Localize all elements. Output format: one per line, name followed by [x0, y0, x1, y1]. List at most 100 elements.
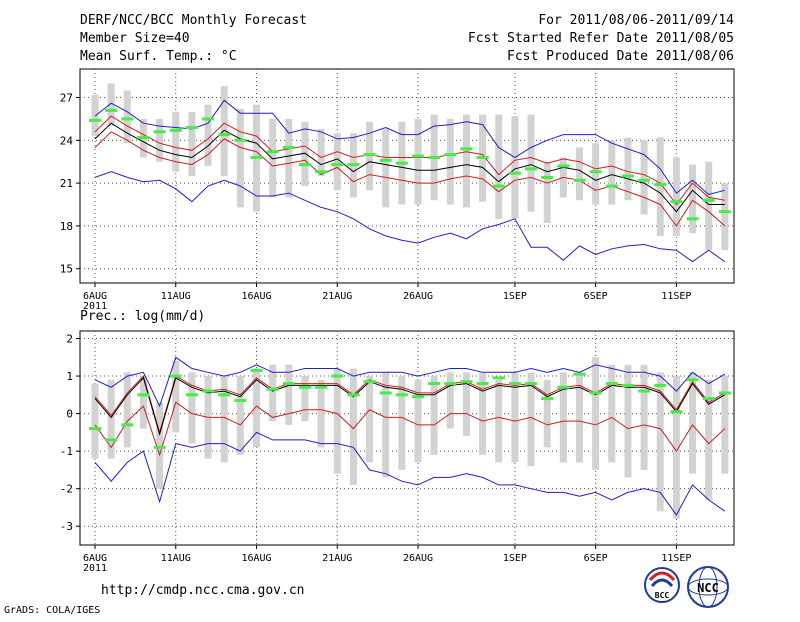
prec-spread-bar — [91, 383, 99, 459]
temp-ytick-label: 21 — [60, 177, 73, 190]
temp-ytick-label: 24 — [60, 134, 74, 147]
temp-observed-marker — [686, 217, 699, 221]
prec-xtick-label: 11SEP — [661, 553, 691, 564]
prec-observed-marker — [347, 393, 360, 397]
temp-spread-bar — [382, 128, 390, 208]
temp-observed-marker — [363, 153, 376, 157]
prec-spread-bar — [253, 368, 260, 448]
prec-spread-bar — [366, 376, 374, 463]
temp-observed-marker — [670, 200, 683, 204]
prec-observed-marker — [621, 383, 634, 387]
temp-observed-marker — [428, 155, 441, 159]
prec-ytick-label: -1 — [60, 445, 73, 458]
prec-spread-bar — [608, 364, 616, 463]
temp-spread-bar — [414, 118, 422, 205]
temp-observed-marker — [379, 158, 392, 162]
temp-observed-marker — [702, 198, 715, 202]
temp-envelope-max-line — [94, 99, 725, 196]
prec-spread-bar — [462, 372, 470, 437]
prec-ytick-label: -2 — [60, 483, 73, 496]
temp-observed-marker — [185, 125, 198, 129]
temp-spread-bar — [656, 137, 664, 236]
prec-observed-marker — [282, 382, 295, 386]
temp-plot-frame — [79, 68, 735, 284]
temp-spread-bar — [188, 111, 196, 176]
prec-spread-bar — [672, 376, 680, 519]
temp-envelope-min-line — [94, 171, 726, 263]
temp-observed-marker — [137, 135, 150, 139]
prec-spread-bar — [172, 361, 180, 433]
temp-spread-bar — [204, 104, 212, 167]
prec-spread-bar — [188, 372, 196, 444]
temp-observed-marker — [282, 145, 295, 149]
temp-spread-bar — [511, 116, 519, 219]
temp-spread-bar — [220, 86, 228, 176]
prec-xtick-label: 1SEP — [503, 553, 527, 564]
temp-spread-bar — [495, 114, 503, 219]
temp-observed-marker — [105, 108, 118, 112]
source-url: http://cmdp.ncc.cma.gov.cn — [101, 583, 305, 598]
prec-spread-bar — [689, 372, 697, 474]
temp-upper-line — [94, 115, 725, 206]
temp-spread-bar — [689, 164, 697, 234]
prec-observed-marker — [153, 445, 166, 449]
prec-observed-marker — [557, 385, 570, 389]
temp-observed-marker — [218, 133, 231, 137]
variable-label: Mean Surf. Temp.: °C — [80, 49, 237, 64]
temp-observed-marker — [589, 170, 602, 174]
temp-spread-bar — [592, 143, 600, 205]
prec-spread-bar — [285, 364, 293, 425]
temp-spread-bar — [640, 140, 648, 215]
prec-observed-marker — [298, 385, 311, 389]
temp-observed-marker — [395, 161, 408, 165]
temp-spread-bar — [543, 161, 551, 224]
temp-spread-bar — [91, 94, 99, 137]
temp-lower-line — [94, 131, 726, 227]
temp-observed-marker — [298, 163, 311, 167]
figure-title: DERF/NCC/BCC Monthly Forecast — [80, 13, 307, 28]
prec-xtick-label: 21AUG — [322, 553, 352, 564]
temp-spread-bar — [317, 128, 325, 176]
fcst-produced-date: Fcst Produced Date 2011/08/06 — [507, 49, 734, 64]
temp-observed-marker — [153, 130, 166, 134]
prec-upper-line — [94, 375, 726, 435]
temp-ytick-label: 27 — [60, 92, 73, 105]
prec-spread-bar — [721, 376, 729, 474]
prec-spread-bar — [527, 372, 535, 467]
prec-spread-bar — [430, 376, 438, 455]
temp-spread-bar — [527, 114, 535, 212]
temp-observed-marker — [718, 210, 731, 214]
grads-credit: GrADS: COLA/IGES — [4, 605, 100, 616]
temp-spread-bar — [156, 118, 164, 162]
prec-spread-bar — [414, 379, 422, 463]
temp-observed-marker — [476, 155, 489, 159]
temp-xtick-label: 1SEP — [503, 291, 527, 302]
prec-observed-marker — [605, 382, 618, 386]
member-size-label: Member Size=40 — [80, 31, 190, 46]
prec-xtick-label: 16AUG — [241, 553, 271, 564]
prec-observed-marker — [266, 387, 279, 391]
prec-observed-marker — [137, 393, 150, 397]
prec-observed-marker — [218, 393, 231, 397]
temp-observed-marker — [169, 128, 182, 132]
temp-xtick-label: 16AUG — [241, 291, 271, 302]
ncc-logo: NCC — [687, 566, 729, 608]
prec-observed-marker — [428, 382, 441, 386]
prec-ytick-label: 0 — [66, 408, 73, 421]
prec-observed-marker — [525, 382, 538, 386]
temp-observed-marker — [621, 174, 634, 178]
prec-ensemble-mean-line — [94, 376, 726, 437]
temp-spread-bar — [705, 161, 713, 251]
temp-xtick-label: 26AUG — [403, 291, 433, 302]
prec-xtick-label: 6AUG — [83, 553, 107, 564]
prec-observed-marker — [89, 427, 101, 431]
prec-observed-marker — [670, 410, 683, 414]
temp-observed-marker — [525, 167, 538, 171]
prec-ytick-label: 1 — [66, 370, 73, 383]
prec-xtick-label: 6SEP — [584, 553, 608, 564]
temp-spread-bar — [236, 108, 244, 208]
prec-observed-marker — [686, 378, 699, 382]
temp-observed-marker — [266, 150, 279, 154]
temp-spread-bar — [608, 140, 616, 205]
